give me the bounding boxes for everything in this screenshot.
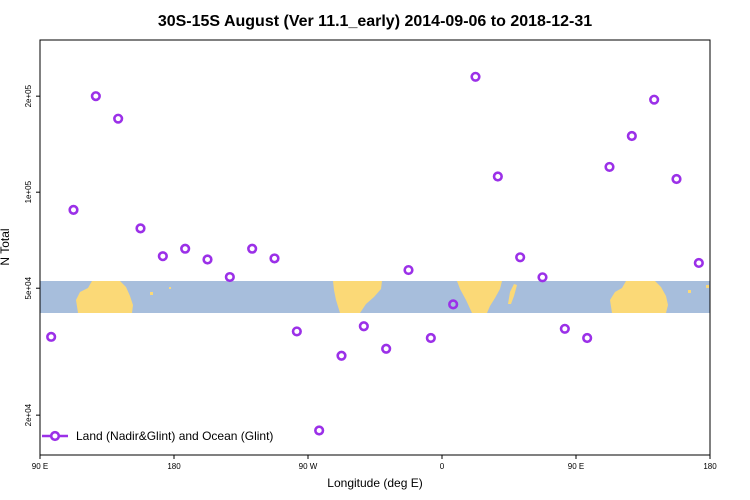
x-axis: 90 E 180 90 W 0 90 E 180 xyxy=(32,455,717,471)
data-point xyxy=(537,272,548,283)
plot-frame xyxy=(39,39,711,456)
land-madagascar xyxy=(508,284,517,304)
legend-marker-icon xyxy=(49,430,61,442)
data-point xyxy=(90,91,101,102)
x-tick-label: 90 E xyxy=(32,462,48,471)
map-band xyxy=(40,281,710,313)
data-point xyxy=(157,251,168,262)
data-point xyxy=(202,254,213,265)
data-point xyxy=(403,264,414,276)
data-point xyxy=(626,130,637,142)
data-point xyxy=(135,223,146,234)
data-point xyxy=(381,343,392,354)
data-point xyxy=(291,326,302,337)
data-point xyxy=(46,331,57,342)
land-africa xyxy=(457,281,502,313)
data-point xyxy=(314,425,325,436)
data-point xyxy=(448,299,459,310)
legend: Land (Nadir&Glint) and Ocean (Glint) xyxy=(42,429,273,443)
data-point xyxy=(247,243,258,254)
data-point xyxy=(693,257,704,269)
data-point xyxy=(604,161,615,173)
data-point xyxy=(336,350,347,361)
x-tick-label: 180 xyxy=(167,462,181,471)
data-points xyxy=(46,71,704,436)
land-south-america xyxy=(333,281,382,313)
data-point xyxy=(515,252,526,263)
x-tick-label: 90 W xyxy=(299,462,318,471)
data-point xyxy=(180,243,191,254)
data-point xyxy=(113,113,124,124)
data-point xyxy=(68,204,79,216)
x-tick-label: 90 E xyxy=(568,462,584,471)
data-point xyxy=(470,71,481,82)
data-point xyxy=(269,253,280,264)
data-point xyxy=(582,332,593,344)
land-australia xyxy=(76,281,133,313)
data-point xyxy=(358,321,369,332)
y-tick-label: 2e+05 xyxy=(24,84,33,107)
legend-label: Land (Nadir&Glint) and Ocean (Glint) xyxy=(76,429,273,443)
data-point xyxy=(425,332,436,344)
x-tick-label: 0 xyxy=(440,462,445,471)
data-point xyxy=(559,323,570,334)
y-axis: 2e+04 5e+04 1e+05 2e+05 xyxy=(24,84,40,426)
data-point xyxy=(649,94,660,105)
y-tick-label: 1e+05 xyxy=(24,180,33,203)
land-australia-repeat xyxy=(610,281,668,313)
y-tick-label: 5e+04 xyxy=(24,276,33,299)
y-tick-label: 2e+04 xyxy=(24,403,33,426)
x-axis-label: Longitude (deg E) xyxy=(327,476,422,490)
data-point xyxy=(492,171,503,182)
data-point xyxy=(671,173,682,185)
x-tick-label: 180 xyxy=(703,462,717,471)
y-axis-label: N Total xyxy=(0,228,12,265)
data-point xyxy=(224,271,235,283)
chart-title: 30S-15S August (Ver 11.1_early) 2014-09-… xyxy=(158,13,592,30)
